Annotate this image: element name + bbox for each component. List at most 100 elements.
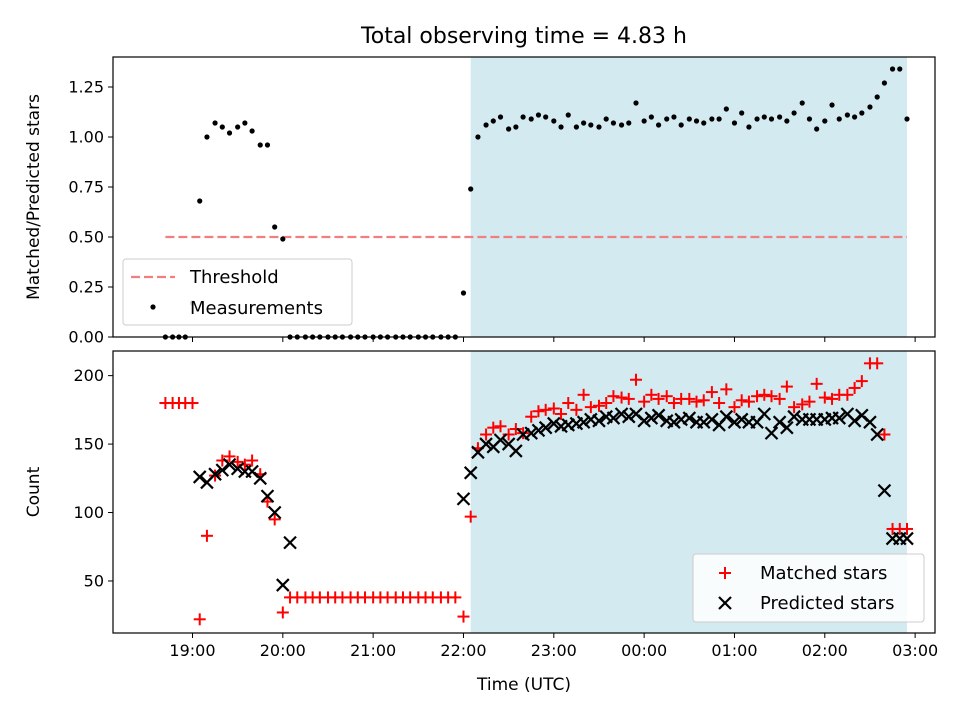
observing-window-shade: [470, 57, 907, 337]
measurement-point: [212, 120, 218, 126]
matched-star-point: [246, 454, 259, 467]
measurement-point: [716, 116, 722, 122]
predicted-star-point: [682, 411, 697, 425]
matched-star-point: [464, 510, 477, 523]
measurement-point: [543, 114, 549, 120]
matched-star-point: [638, 395, 651, 408]
matched-star-point: [788, 401, 801, 414]
x-tick-label: 23:00: [531, 641, 577, 660]
predicted-star-point: [764, 426, 779, 440]
matched-star-point: [848, 381, 861, 394]
x-tick-label: 03:00: [892, 641, 938, 660]
measurement-point: [671, 114, 677, 120]
measurement-point: [648, 114, 654, 120]
matched-star-point: [562, 397, 575, 410]
measurement-point: [497, 114, 504, 120]
predicted-star-point: [667, 415, 681, 429]
matched-star-point: [592, 399, 605, 412]
matched-star-point: [223, 450, 236, 463]
predicted-star-point: [651, 408, 666, 423]
legend-measurements-label: Measurements: [190, 298, 323, 319]
measurement-point: [235, 124, 241, 130]
measurement-point: [701, 120, 707, 126]
measurement-point: [806, 116, 813, 122]
measurement-point: [822, 118, 828, 124]
matched-star-point: [683, 392, 696, 405]
matched-star-point: [690, 395, 703, 408]
predicted-star-point: [267, 505, 282, 520]
measurement-point: [814, 126, 820, 132]
matched-star-point: [186, 397, 199, 410]
measurement-point: [264, 142, 271, 148]
measurement-point: [686, 116, 692, 122]
measurement-point: [219, 124, 225, 130]
predicted-star-point: [192, 470, 207, 484]
legend-box: [692, 553, 925, 623]
predicted-star-point: [479, 437, 493, 451]
matched-star-point: [193, 613, 206, 626]
measurement-point: [197, 198, 203, 204]
predicted-star-point: [456, 492, 471, 506]
predicted-star-point: [863, 415, 877, 429]
predicted-star-point: [757, 407, 772, 421]
measurement-point: [723, 106, 729, 112]
measurement-point: [596, 124, 602, 130]
measurement-point: [897, 66, 903, 72]
predicted-star-point: [622, 409, 636, 424]
measurement-point: [664, 116, 670, 122]
matched-star-point: [509, 423, 522, 436]
measurement-point: [859, 110, 865, 116]
ratio-y-axis-label: Matched/Predicted stars: [24, 94, 44, 300]
matched-star-point: [480, 428, 493, 441]
ratio-panel: 0.00 0.25 0.50 0.75 1.00 1.25 Matched/Predict…: [24, 56, 936, 347]
measurement-point: [678, 122, 684, 128]
measurement-point: [739, 110, 745, 116]
y-tick-label: 1.00: [68, 128, 104, 147]
y-tick-label: 200: [73, 366, 104, 385]
measurement-point: [528, 116, 534, 122]
predicted-star-point: [847, 414, 862, 428]
measurement-point: [204, 134, 210, 140]
matched-star-point: [742, 395, 755, 408]
y-tick-label: 0.25: [68, 278, 104, 297]
predicted-star-point: [877, 483, 892, 498]
matched-star-point: [555, 407, 568, 420]
predicted-star-point: [772, 415, 787, 429]
matched-star-point: [607, 390, 620, 403]
matched-star-point: [796, 398, 809, 411]
measurement-point: [626, 120, 632, 126]
ratio-legend: Threshold Measurements: [122, 258, 353, 326]
legend-predicted-label: Predicted stars: [760, 593, 894, 614]
measurement-point: [483, 122, 489, 128]
legend-measurements-swatch: [150, 304, 156, 310]
measurement-point: [535, 112, 542, 118]
measurement-point: [468, 186, 474, 192]
ratio-axes-frame: [112, 56, 936, 338]
measurement-point: [641, 118, 647, 124]
predicted-star-point: [780, 420, 794, 435]
matched-star-point: [276, 606, 289, 619]
matched-star-point: [584, 401, 597, 414]
y-tick-label: 150: [73, 435, 104, 454]
matched-star-point: [713, 397, 726, 410]
count-axes-frame: [112, 350, 936, 634]
measurement-point: [573, 124, 579, 130]
predicted-star-point: [787, 409, 801, 424]
measurement-point: [874, 94, 880, 100]
matched-star-point: [720, 383, 733, 396]
matched-star-point: [539, 403, 552, 416]
matched-star-point: [900, 522, 913, 535]
matched-star-point: [449, 591, 462, 604]
matched-star-point: [728, 401, 741, 414]
predicted-star-point: [870, 427, 884, 442]
predicted-star-point: [734, 412, 749, 427]
y-tick-label: 50: [84, 571, 104, 590]
measurement-point: [829, 102, 835, 108]
predicted-star-point: [614, 407, 629, 421]
matched-star-point: [871, 357, 884, 370]
matched-star-point: [855, 375, 868, 388]
measurement-point: [709, 116, 715, 122]
matched-star-point: [622, 392, 635, 405]
measurement-point: [618, 122, 625, 128]
x-tick-label: 21:00: [350, 641, 396, 660]
